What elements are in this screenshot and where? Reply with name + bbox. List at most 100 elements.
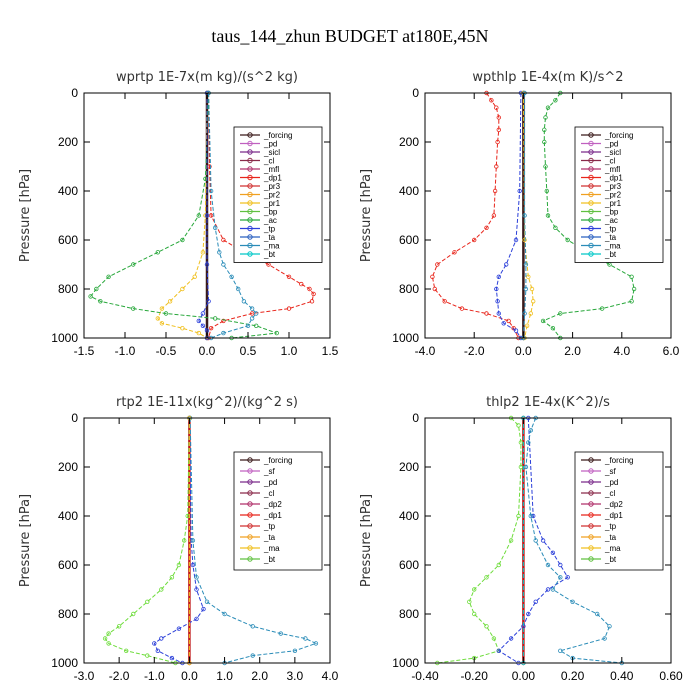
data-point [495, 299, 500, 304]
data-point [545, 213, 551, 218]
data-point [180, 326, 185, 331]
data-point [553, 225, 558, 230]
x-tick-label: 1.0 [281, 344, 298, 358]
data-point [435, 262, 440, 267]
legend-marker [247, 490, 253, 496]
y-tick-label: 200 [58, 135, 78, 149]
legend-label: _bt [263, 555, 276, 564]
data-point [190, 538, 196, 543]
data-point [222, 611, 227, 617]
legend-marker [247, 523, 253, 529]
data-point [599, 306, 605, 311]
data-point [130, 306, 136, 311]
data-point [241, 299, 247, 304]
data-point [181, 538, 187, 543]
series-line-tp [495, 92, 522, 339]
y-tick-label: 0 [412, 411, 419, 425]
data-point [208, 188, 214, 194]
data-point [516, 423, 521, 428]
data-point [504, 262, 509, 267]
legend-label: _tp [604, 225, 617, 234]
y-tick-label: 600 [58, 558, 78, 572]
data-point [550, 550, 556, 555]
y-tick-label: 400 [58, 184, 78, 198]
plot-frame [424, 92, 672, 339]
legend-marker [588, 556, 594, 562]
data-point [221, 318, 226, 324]
legend-label: _bt [263, 250, 276, 259]
data-point [299, 281, 304, 287]
data-point [192, 274, 197, 279]
data-point [484, 624, 489, 629]
x-tick-label: 0.40 [610, 669, 634, 683]
data-point [494, 286, 499, 292]
legend-marker [588, 225, 594, 232]
legend-label: _sicl [604, 148, 621, 157]
data-point [553, 98, 558, 103]
data-point [155, 316, 160, 321]
x-tick-label: -4.0 [415, 344, 436, 358]
data-point [545, 562, 551, 568]
data-point [196, 330, 201, 336]
data-point [529, 286, 535, 292]
data-point [526, 274, 531, 279]
legend-marker [247, 174, 253, 181]
data-point [543, 115, 548, 120]
series-line-dp1 [431, 92, 519, 339]
data-point [531, 513, 536, 519]
data-point [491, 636, 497, 641]
data-point [196, 213, 201, 218]
y-tick-label: 1000 [51, 656, 78, 670]
legend-marker [247, 479, 253, 485]
data-point [496, 127, 501, 132]
x-tick-label: -1.0 [144, 669, 165, 683]
data-point [235, 286, 241, 292]
y-tick-label: 400 [58, 509, 78, 523]
y-axis-label: Pressure [hPa] [359, 169, 374, 262]
data-point [565, 575, 570, 580]
data-point [208, 213, 214, 218]
x-tick-label: 3.0 [287, 669, 304, 683]
legend-marker [247, 251, 253, 257]
legend-marker [247, 183, 253, 189]
y-tick-label: 200 [58, 460, 78, 474]
data-point [484, 225, 489, 230]
y-tick-label: 600 [399, 233, 419, 247]
data-point [274, 330, 279, 336]
legend-marker [588, 490, 594, 496]
data-point [533, 538, 538, 543]
legend-marker [588, 501, 594, 507]
data-point [528, 428, 533, 433]
data-point [217, 250, 222, 255]
data-point [102, 636, 108, 641]
data-point [130, 262, 136, 267]
legend-marker [588, 132, 594, 138]
data-point [159, 587, 164, 592]
data-point [543, 164, 548, 169]
data-point [494, 164, 499, 169]
legend-label: _ta [263, 533, 276, 542]
legend-label: _dp1 [263, 174, 282, 183]
data-point [250, 624, 255, 629]
data-point [494, 105, 499, 110]
data-point [501, 321, 506, 326]
data-point [159, 321, 165, 326]
legend-marker [247, 225, 253, 232]
legend-marker [588, 479, 594, 485]
panel-title: wprtp 1E-7x(m kg)/(s^2 kg) [116, 70, 298, 85]
data-point [523, 262, 529, 267]
series-line-tp [498, 417, 569, 664]
x-tick-label: 0.60 [659, 669, 683, 683]
x-tick-label: 0.0 [199, 344, 216, 358]
x-tick-label: -0.5 [156, 344, 177, 358]
x-tick-label: -1.5 [74, 344, 95, 358]
y-tick-label: 800 [399, 607, 419, 621]
legend-marker [588, 217, 594, 223]
data-point [442, 299, 447, 304]
data-point [492, 188, 498, 194]
data-point [249, 311, 255, 316]
legend-label: _sf [263, 467, 275, 476]
data-point [602, 636, 607, 641]
legend-label: _pd [263, 478, 277, 487]
data-point [106, 631, 111, 636]
